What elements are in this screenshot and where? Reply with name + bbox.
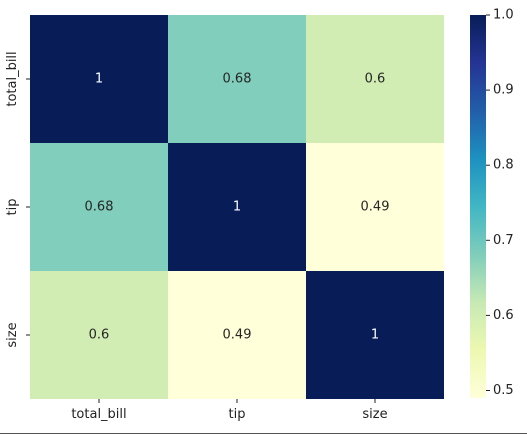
heatmap-cell-size-total-bill xyxy=(30,271,168,399)
y-tick-label-tip: tip xyxy=(5,199,20,216)
cell-value-label: 1 xyxy=(233,200,241,215)
heatmap-cell-total-bill-total-bill xyxy=(30,15,168,143)
heatmap-cell-tip-total-bill xyxy=(30,143,168,271)
cell-value-label: 0.6 xyxy=(89,328,110,343)
colorbar-tick-label: 0.8 xyxy=(493,158,514,173)
cell-value-label: 0.68 xyxy=(223,72,252,87)
colorbar-tick-label: 0.7 xyxy=(493,233,514,248)
heatmap-cell-total-bill-size xyxy=(306,15,444,143)
heatmap-cell-labels: 1 0.68 0.6 0.68 1 0.49 0.6 0.49 1 xyxy=(85,72,390,343)
colorbar-tick-label: 0.5 xyxy=(493,383,514,398)
colorbar-tick-label: 1.0 xyxy=(493,8,514,23)
heatmap-cell-size-tip xyxy=(168,271,306,399)
y-tick-label-size: size xyxy=(5,322,20,347)
heatmap-cell-size-size xyxy=(306,271,444,399)
colorbar-tick-label: 0.6 xyxy=(493,308,514,323)
heatmap-cell-tip-tip xyxy=(168,143,306,271)
colorbar-gradient xyxy=(470,15,486,398)
x-axis: total_bill tip size xyxy=(71,399,388,422)
colorbar-tick-label: 0.9 xyxy=(493,83,514,98)
cell-value-label: 0.49 xyxy=(223,328,252,343)
x-tick-label-size: size xyxy=(362,407,387,422)
y-tick-label-total-bill: total_bill xyxy=(5,51,20,106)
heatmap-cell-total-bill-tip xyxy=(168,15,306,143)
heatmap-cell-tip-size xyxy=(306,143,444,271)
cell-value-label: 1 xyxy=(371,328,379,343)
cell-value-label: 0.68 xyxy=(85,200,114,215)
colorbar: 0.5 0.6 0.7 0.8 0.9 1.0 xyxy=(470,8,514,398)
x-tick-label-total-bill: total_bill xyxy=(71,407,126,422)
cell-value-label: 0.49 xyxy=(361,200,390,215)
x-tick-label-tip: tip xyxy=(229,407,246,422)
cell-value-label: 1 xyxy=(95,72,103,87)
heatmap-cells xyxy=(30,15,444,399)
cell-value-label: 0.6 xyxy=(365,72,386,87)
